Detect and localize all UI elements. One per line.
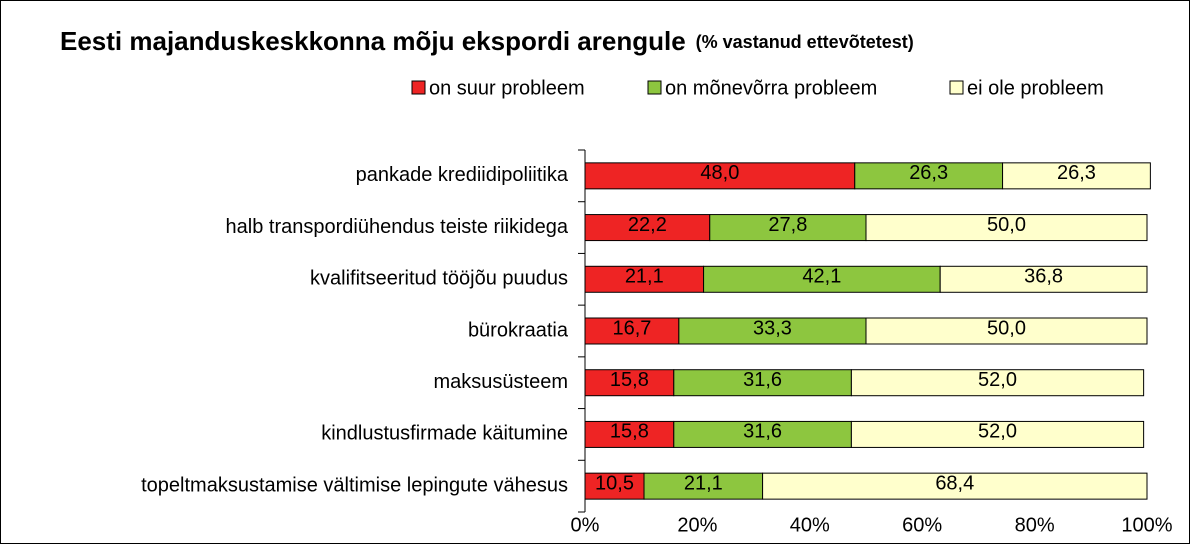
data-label: 10,5: [595, 472, 634, 494]
x-tick-label: 60%: [902, 514, 942, 536]
bar-segment: [584, 214, 711, 242]
title: Eesti majanduskeskkonna mõju ekspordi ar…: [60, 26, 686, 56]
bar-segment: [865, 214, 1148, 242]
bar-segment: [865, 317, 1148, 345]
data-label: 52,0: [978, 369, 1017, 391]
x-tick-label: 40%: [790, 514, 830, 536]
legend-swatch: [647, 80, 662, 95]
y-tick-label: pankade krediidipoliitika: [356, 164, 569, 186]
data-label: 27,8: [768, 214, 807, 236]
bar-segment: [762, 472, 1148, 500]
data-label: 26,3: [1057, 162, 1096, 184]
x-tick-label: 80%: [1015, 514, 1055, 536]
data-label: 36,8: [1024, 266, 1063, 288]
y-tick-label: topeltmaksustamise vältimise lepingute v…: [141, 474, 568, 496]
bar-segment: [584, 317, 680, 345]
bar-segment: [703, 265, 941, 293]
legend-label: on mõnevõrra probleem: [665, 77, 877, 99]
data-label: 48,0: [700, 162, 739, 184]
data-label: 31,6: [743, 369, 782, 391]
bar-segment: [584, 420, 675, 448]
y-tick-label: halb transpordiühendus teiste riikidega: [226, 216, 569, 238]
legend-label: on suur probleem: [429, 77, 585, 99]
data-label: 15,8: [610, 369, 649, 391]
data-label: 52,0: [978, 421, 1017, 443]
data-label: 21,1: [625, 266, 664, 288]
y-tick-label: maksusüsteem: [434, 371, 569, 393]
data-label: 26,3: [909, 162, 948, 184]
y-tick-label: kindlustusfirmade käitumine: [321, 423, 568, 445]
x-tick-label: 20%: [677, 514, 717, 536]
data-label: 42,1: [802, 266, 841, 288]
chart-title: Eesti majanduskeskkonna mõju ekspordi ar…: [60, 26, 914, 56]
bar-segment: [1002, 162, 1151, 190]
bar-segment: [850, 369, 1145, 397]
bar-segment: [673, 420, 852, 448]
bar-segment: [709, 214, 867, 242]
data-label: 50,0: [987, 214, 1026, 236]
bar-segment: [584, 265, 705, 293]
legend-swatch: [949, 80, 964, 95]
data-label: 31,6: [743, 421, 782, 443]
x-tick-label: 0%: [571, 514, 600, 536]
data-label: 21,1: [684, 472, 723, 494]
data-label: 33,3: [753, 317, 792, 339]
bar-segment: [850, 420, 1145, 448]
bar-segment: [678, 317, 867, 345]
bar-segment: [939, 265, 1148, 293]
data-label: 22,2: [628, 214, 667, 236]
legend-label: ei ole probleem: [967, 77, 1104, 99]
data-label: 16,7: [612, 317, 651, 339]
bar-segment: [854, 162, 1004, 190]
subtitle: (% vastanud ettevõtetest): [696, 32, 914, 52]
y-tick-label: kvalifitseeritud tööjõu puudus: [310, 268, 568, 290]
x-tick-label: 100%: [1121, 514, 1172, 536]
data-label: 15,8: [610, 421, 649, 443]
y-tick-label: bürokraatia: [468, 319, 569, 341]
data-label: 50,0: [987, 317, 1026, 339]
data-label: 68,4: [935, 472, 974, 494]
legend-swatch: [411, 80, 426, 95]
